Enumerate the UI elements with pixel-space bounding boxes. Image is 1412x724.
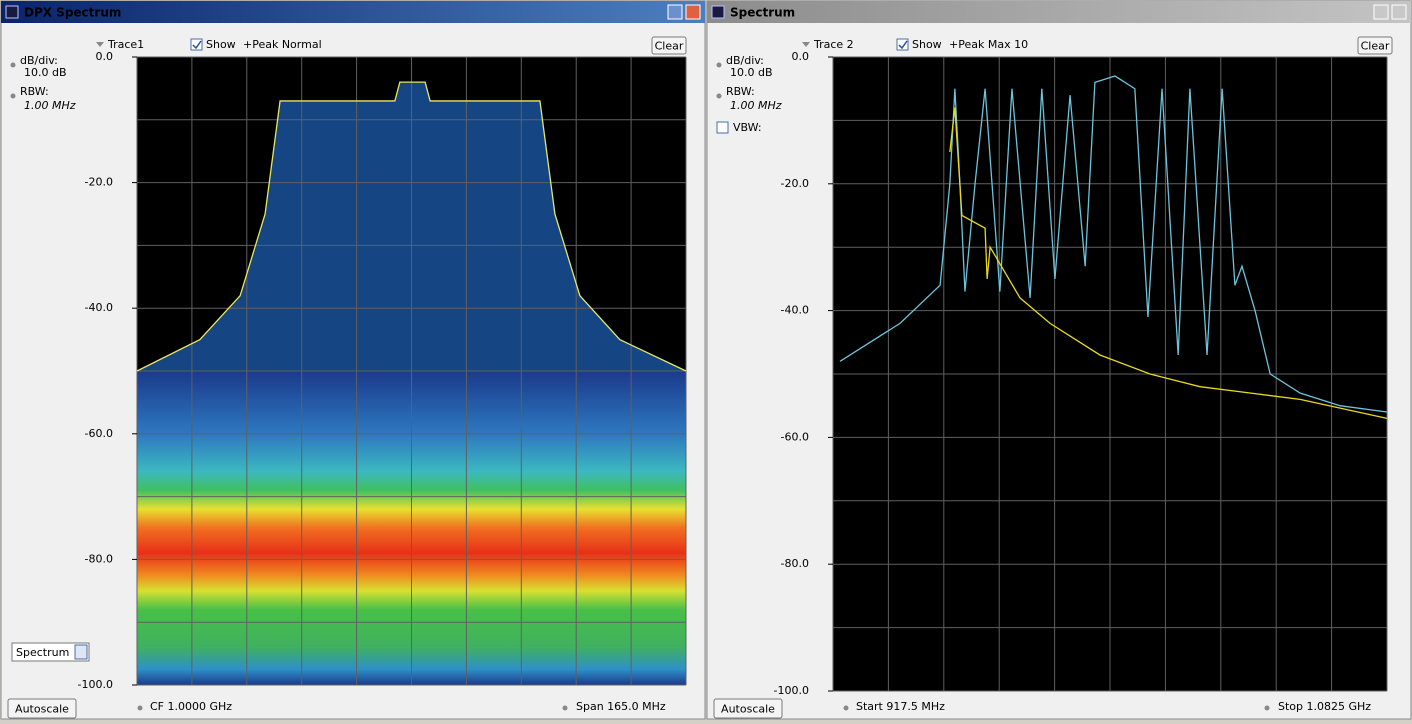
right-readout[interactable]: Span 165.0 MHz bbox=[576, 700, 666, 713]
setting-dbdiv-label[interactable]: dB/div: bbox=[726, 54, 764, 67]
clear-button[interactable] bbox=[651, 36, 687, 55]
y-tick-label: -100.0 bbox=[774, 684, 809, 697]
autoscale-button[interactable] bbox=[7, 698, 77, 719]
setting-rbw-label[interactable]: RBW: bbox=[20, 85, 49, 98]
title-bar bbox=[707, 1, 1411, 23]
detector[interactable]: +Peak Max 10 bbox=[949, 38, 1028, 51]
y-tick-label: -80.0 bbox=[781, 557, 809, 570]
readout-knob[interactable] bbox=[1264, 705, 1270, 711]
setting-knob[interactable] bbox=[10, 93, 16, 99]
y-tick-label: 0.0 bbox=[96, 50, 114, 63]
setting-rbw[interactable]: 1.00 MHz bbox=[730, 99, 782, 112]
autoscale-button[interactable] bbox=[713, 698, 783, 719]
window-button[interactable] bbox=[1373, 4, 1389, 20]
y-tick-label: -60.0 bbox=[85, 427, 113, 440]
autoscale-button-label[interactable]: Autoscale bbox=[15, 703, 69, 716]
setting-dbdiv-label[interactable]: dB/div: bbox=[20, 54, 58, 67]
setting-knob[interactable] bbox=[716, 62, 722, 68]
mode-select[interactable] bbox=[11, 642, 90, 662]
window-button[interactable] bbox=[667, 4, 683, 20]
setting-knob[interactable] bbox=[716, 93, 722, 99]
y-tick-label: -40.0 bbox=[85, 301, 113, 314]
clear-button[interactable] bbox=[1357, 36, 1393, 55]
window-title: DPX Spectrum bbox=[24, 6, 121, 20]
window-icon bbox=[5, 5, 19, 19]
detector[interactable]: +Peak Normal bbox=[243, 38, 322, 51]
check-mark bbox=[898, 40, 908, 50]
y-tick-label: -80.0 bbox=[85, 552, 113, 565]
setting-dbdiv[interactable]: 10.0 dB bbox=[730, 66, 773, 79]
y-tick-label: -60.0 bbox=[781, 430, 809, 443]
readout-knob[interactable] bbox=[562, 705, 568, 711]
readout-knob[interactable] bbox=[843, 705, 849, 711]
show-label[interactable]: Show bbox=[206, 38, 236, 51]
trace bbox=[949, 107, 1388, 420]
mode-select-arrow[interactable] bbox=[74, 644, 88, 660]
y-tick-label: -100.0 bbox=[78, 678, 113, 691]
window-button[interactable] bbox=[685, 4, 701, 20]
trace-name[interactable]: Trace 2 bbox=[813, 38, 854, 51]
vbw-label[interactable]: VBW: bbox=[733, 121, 762, 134]
y-tick-label: -20.0 bbox=[85, 176, 113, 189]
window-title: Spectrum bbox=[730, 6, 795, 20]
left-readout[interactable]: Start 917.5 MHz bbox=[856, 700, 945, 713]
readout-knob[interactable] bbox=[137, 705, 143, 711]
window-icon bbox=[711, 5, 725, 19]
mode-select-label[interactable]: Spectrum bbox=[16, 646, 69, 659]
trace-menu-arrow[interactable] bbox=[802, 42, 810, 47]
check-mark bbox=[192, 40, 202, 50]
setting-rbw-label[interactable]: RBW: bbox=[726, 85, 755, 98]
trace-name[interactable]: Trace1 bbox=[107, 38, 144, 51]
right-readout[interactable]: Stop 1.0825 GHz bbox=[1278, 700, 1371, 713]
y-tick-label: -40.0 bbox=[781, 304, 809, 317]
trace bbox=[136, 81, 687, 372]
y-tick-label: 0.0 bbox=[792, 50, 810, 63]
y-tick-label: -20.0 bbox=[781, 177, 809, 190]
clear-button-label[interactable]: Clear bbox=[655, 40, 684, 53]
clear-button-label[interactable]: Clear bbox=[1361, 40, 1390, 53]
checkbox[interactable] bbox=[190, 38, 203, 51]
title-bar bbox=[1, 1, 705, 23]
show-label[interactable]: Show bbox=[912, 38, 942, 51]
left-readout[interactable]: CF 1.0000 GHz bbox=[150, 700, 232, 713]
setting-knob[interactable] bbox=[10, 62, 16, 68]
checkbox[interactable] bbox=[896, 38, 909, 51]
autoscale-button-label[interactable]: Autoscale bbox=[721, 703, 775, 716]
checkbox[interactable] bbox=[716, 121, 729, 134]
window-button[interactable] bbox=[1391, 4, 1407, 20]
setting-rbw[interactable]: 1.00 MHz bbox=[24, 99, 76, 112]
trace-menu-arrow[interactable] bbox=[96, 42, 104, 47]
setting-dbdiv[interactable]: 10.0 dB bbox=[24, 66, 67, 79]
